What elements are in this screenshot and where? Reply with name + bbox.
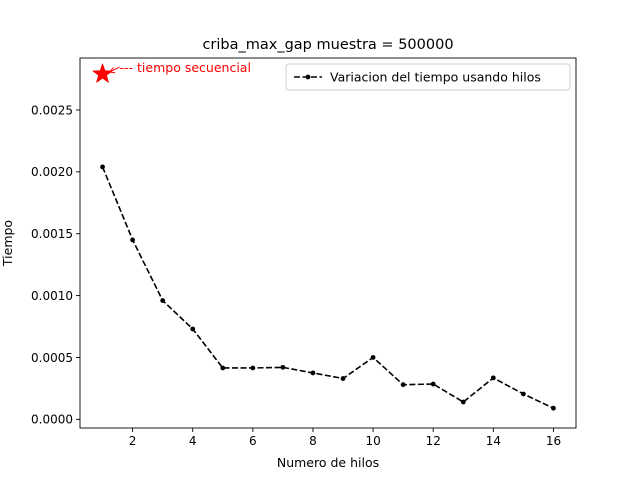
y-tick-label: 0.0010 <box>31 289 73 303</box>
sequential-time-star <box>91 62 114 84</box>
data-point <box>160 298 166 303</box>
legend: Variacion del tiempo usando hilos <box>285 63 571 91</box>
data-point <box>490 375 496 381</box>
annotation-arrow-head <box>109 67 114 73</box>
chart-title: criba_max_gap muestra = 500000 <box>202 37 453 53</box>
y-axis-label: Tiempo <box>0 220 15 267</box>
x-tick-label: 4 <box>189 434 197 448</box>
sequential-time-annotation: --- tiempo secuencial <box>120 60 251 75</box>
x-tick-label: 10 <box>365 434 380 448</box>
y-tick-label: 0.0005 <box>31 351 73 365</box>
x-tick-label: 6 <box>249 434 257 448</box>
data-point <box>280 364 286 370</box>
y-tick-label: 0.0000 <box>31 413 73 427</box>
data-point <box>100 164 105 170</box>
data-point <box>190 326 196 332</box>
data-point <box>130 237 136 243</box>
plot-frame <box>79 57 577 429</box>
legend-marker-swatch <box>305 74 311 80</box>
plot-area <box>79 57 577 429</box>
annotation-arrow <box>109 66 120 73</box>
data-point <box>220 365 226 371</box>
data-point <box>340 376 346 381</box>
y-tick-label: 0.0015 <box>31 227 73 241</box>
series-layer <box>100 164 556 411</box>
x-tick-label: 2 <box>129 434 137 448</box>
data-point <box>520 391 526 397</box>
data-point <box>400 382 406 388</box>
y-axis: 0.0000 0.0005 0.0010 0.0015 0.0020 0.0025 <box>31 103 80 427</box>
data-point <box>310 370 316 376</box>
series-line <box>101 166 554 409</box>
x-tick-label: 12 <box>426 434 441 448</box>
legend-box <box>285 63 571 91</box>
x-axis-label: Numero de hilos <box>277 455 379 470</box>
annotation-arrow-head <box>109 71 116 74</box>
data-point <box>430 381 436 387</box>
x-tick-label: 16 <box>546 434 561 448</box>
x-tick-label: 8 <box>309 434 317 448</box>
annotation-layer: --- tiempo secuencial <box>91 60 251 84</box>
x-tick-label: 14 <box>486 434 501 448</box>
legend-label: Variacion del tiempo usando hilos <box>330 70 541 85</box>
x-axis: 2 4 6 8 10 12 14 16 <box>129 428 561 448</box>
data-point <box>250 365 256 371</box>
y-tick-label: 0.0020 <box>31 165 73 179</box>
data-point <box>551 405 556 411</box>
y-tick-label: 0.0025 <box>31 103 73 117</box>
data-point <box>460 399 466 405</box>
data-point <box>370 355 376 360</box>
